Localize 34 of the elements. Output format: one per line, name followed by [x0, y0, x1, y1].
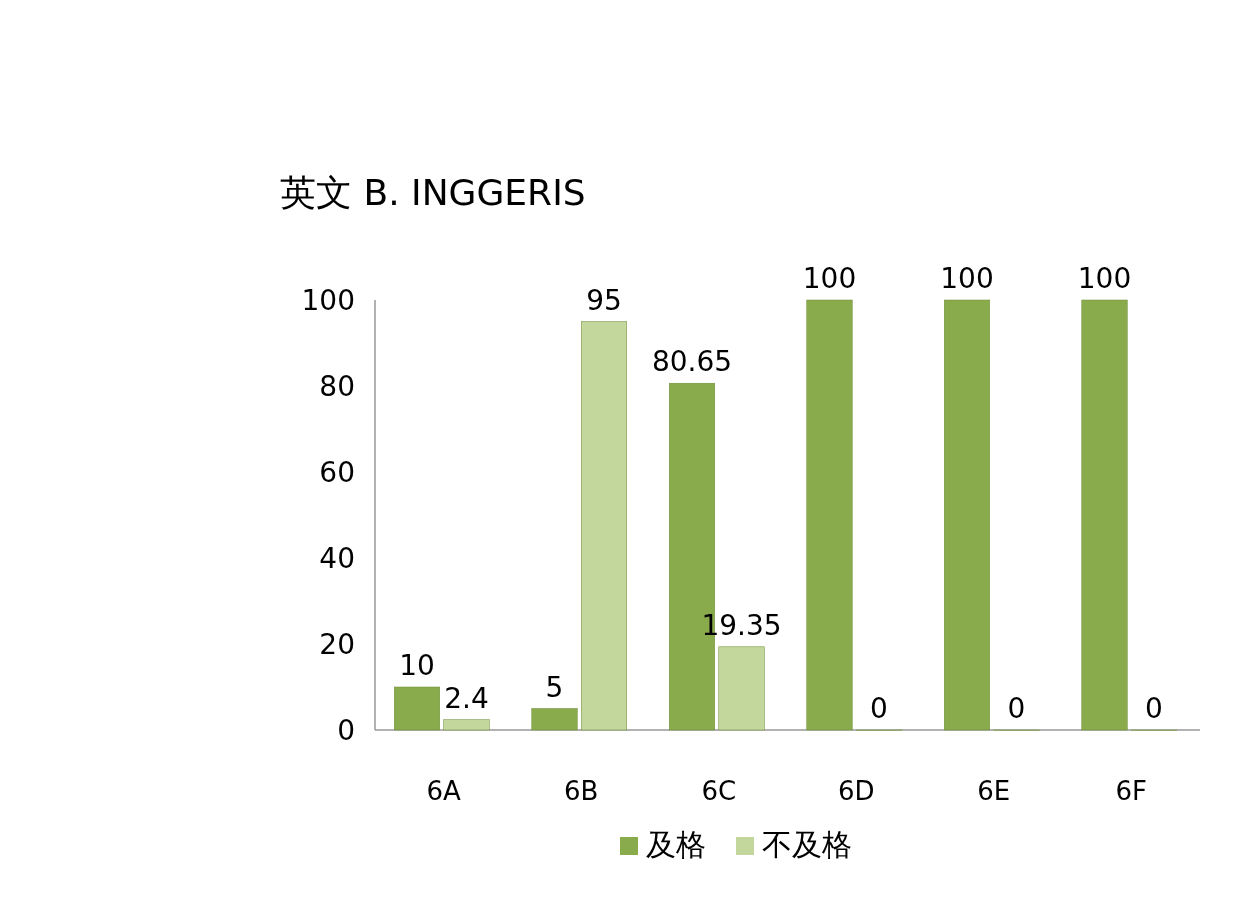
legend-item: 及格: [646, 827, 706, 862]
label: 80.65: [651, 345, 733, 379]
xtick: 6F: [1115, 776, 1147, 806]
label: 100: [1077, 262, 1132, 295]
bar: [394, 686, 440, 731]
bar: [531, 708, 578, 731]
bar: [944, 299, 990, 731]
label: 2.4: [444, 681, 489, 715]
bar: [1081, 299, 1128, 731]
title: 英文 B. INGGERIS: [280, 172, 586, 213]
ytick: 40: [319, 542, 355, 575]
ytick: 80: [319, 370, 355, 403]
label: 0: [1007, 692, 1026, 725]
label: 100: [802, 262, 857, 295]
ytick: 20: [319, 628, 355, 661]
label: 0: [1145, 692, 1163, 725]
bar: [443, 719, 490, 731]
label: 10: [399, 649, 435, 682]
label: 100: [940, 262, 994, 295]
xtick: 6B: [564, 776, 599, 806]
xtick: 6E: [977, 776, 1011, 806]
legend-item: 不及格: [762, 827, 852, 862]
label: 0: [870, 692, 888, 725]
bar: [581, 321, 627, 731]
bar: [806, 299, 853, 731]
ytick: 60: [319, 456, 355, 489]
ytick: 100: [301, 284, 355, 317]
xtick: 6D: [837, 776, 875, 806]
xtick: 6A: [426, 776, 461, 806]
label: 95: [586, 283, 622, 317]
label: 5: [545, 670, 564, 704]
bar: [718, 646, 765, 731]
ytick: 0: [337, 714, 355, 747]
xtick: 6C: [701, 776, 737, 806]
